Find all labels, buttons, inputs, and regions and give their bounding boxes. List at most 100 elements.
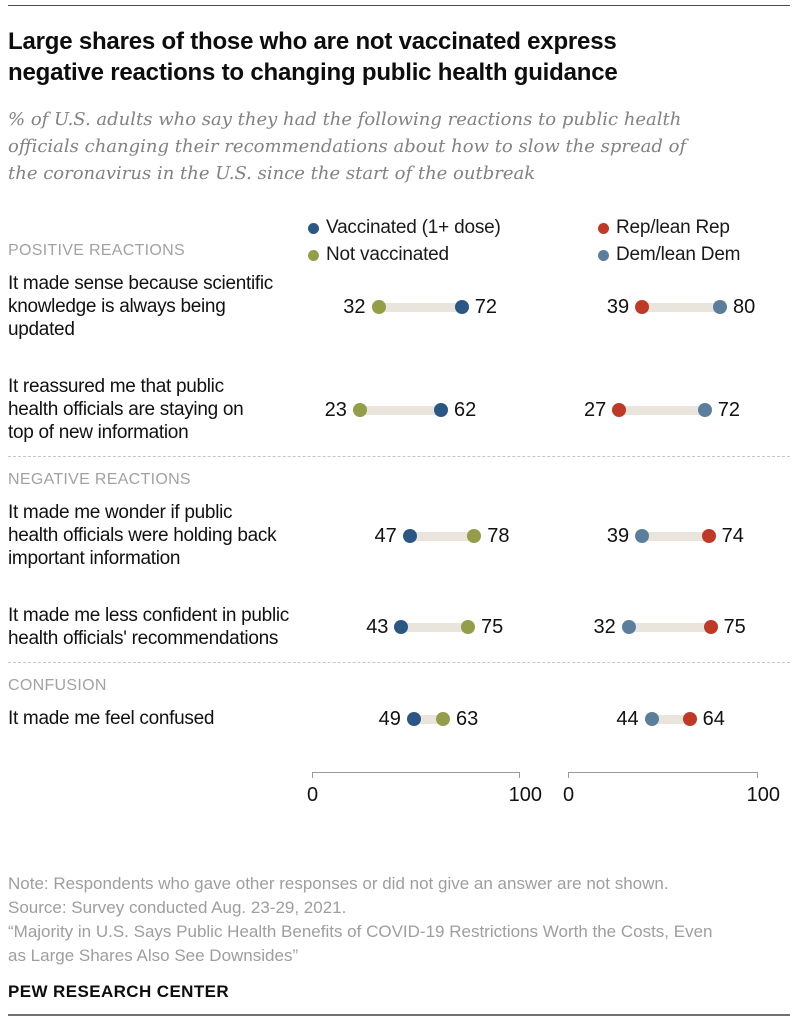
dot-vaccinated: [433, 402, 448, 417]
axis-tick-min: 0: [563, 784, 575, 806]
row-label: It made me feel confused: [8, 708, 215, 729]
not-vaccinated-dot-icon: [308, 249, 319, 261]
dumbbell-track: [642, 531, 709, 541]
axis-row: 0 100 0 100: [8, 772, 790, 812]
section-1: NEGATIVE REACTIONS It made me wonder if p…: [8, 471, 790, 650]
dumbbell: 47 78: [312, 524, 520, 547]
value-label-rep: 27: [584, 398, 607, 421]
section-header: POSITIVE REACTIONS: [8, 242, 185, 259]
dumbbell: 32 75: [568, 616, 758, 638]
dot-rep: [635, 299, 650, 314]
chart-title: Large shares of those who are not vaccin…: [8, 28, 618, 86]
dumbbell: 27 72: [568, 398, 758, 421]
vaccinated-dot-icon: [308, 222, 319, 234]
legend-group-0: Vaccinated (1+ dose) Not vaccinated: [308, 217, 598, 266]
panel-vaccination-status: 47 78: [312, 501, 520, 570]
axis-tick-min: 0: [307, 784, 319, 806]
dot-dem: [621, 620, 636, 634]
row-label: It made me less confident in public heal…: [8, 605, 289, 649]
source-line: Source: Survey conducted Aug. 23-29, 202…: [8, 898, 347, 917]
axis-party: 0 100: [563, 772, 780, 812]
legend-label: Not vaccinated: [326, 244, 449, 265]
chart-subtitle: % of U.S. adults who say they had the fo…: [8, 109, 687, 184]
value-label-vaccinated: 49: [378, 707, 401, 730]
value-label-dem: 80: [733, 295, 756, 318]
axis-bracket: [568, 772, 758, 778]
dumbbell: 49 63: [312, 707, 520, 730]
panel-party: 39 80: [568, 272, 758, 341]
dot-dem: [635, 528, 650, 543]
panel-vaccination-status: 32 72: [312, 272, 520, 341]
dot-dem: [644, 711, 659, 726]
legend-label: Rep/lean Rep: [616, 217, 730, 238]
dot-not-vaccinated: [352, 402, 367, 417]
dumbbell: 39 80: [568, 295, 758, 318]
section-header: NEGATIVE REACTIONS: [8, 471, 191, 488]
dumbbell: 44 64: [568, 707, 758, 730]
legend-label: Dem/lean Dem: [616, 244, 741, 265]
note-line: Note: Respondents who gave other respons…: [8, 874, 669, 893]
row-label: It made sense because scientific knowled…: [8, 273, 273, 340]
dot-rep: [682, 711, 697, 726]
dot-rep: [701, 528, 716, 543]
value-label-not-vaccinated: 32: [343, 295, 366, 318]
panel-party: 39 74: [568, 501, 758, 570]
axis-tick-max: 100: [746, 784, 780, 806]
dot-not-vaccinated: [436, 711, 451, 726]
dumbbell-track: [409, 531, 475, 541]
chart-row: It made sense because scientific knowled…: [8, 272, 790, 341]
value-label-vaccinated: 47: [374, 524, 397, 547]
section-2: CONFUSION It made me feel confused 49 63 44 6…: [8, 677, 790, 730]
notes: Note: Respondents who gave other respons…: [8, 872, 790, 968]
dumbbell-track: [628, 623, 711, 632]
dot-vaccinated: [406, 711, 421, 726]
dumbbell-track: [378, 302, 462, 312]
dumbbell: 32 72: [312, 295, 520, 318]
axis-spacer: [8, 772, 312, 812]
dumbbell: 39 74: [568, 524, 758, 547]
dot-not-vaccinated: [461, 620, 475, 634]
dot-not-vaccinated: [467, 528, 482, 543]
dumbbell-track: [619, 405, 705, 415]
axis-tick-max: 100: [508, 784, 542, 806]
value-label-dem: 72: [717, 398, 741, 421]
bottom-rule: [8, 1014, 790, 1016]
value-label-dem: 32: [593, 616, 616, 638]
chart-row: It made me feel confused 49 63 44 64: [8, 707, 790, 730]
dumbbell-track: [413, 714, 444, 724]
panel-vaccination-status: 49 63: [312, 707, 520, 730]
panel-vaccination-status: 23 62: [312, 375, 520, 444]
chart-row: It made me wonder if public health offic…: [8, 501, 790, 570]
section-divider: [8, 662, 790, 663]
dot-dem: [697, 402, 712, 417]
value-label-rep: 74: [721, 524, 744, 547]
row-label: It reassured me that public health offic…: [8, 376, 244, 443]
dot-vaccinated: [402, 528, 417, 543]
axis-bracket: [312, 772, 520, 778]
panel-party: 44 64: [568, 707, 758, 730]
legend-item-rep: Rep/lean Rep: [598, 217, 740, 239]
value-label-rep: 64: [702, 707, 725, 730]
value-label-rep: 75: [723, 616, 746, 638]
value-label-dem: 39: [606, 524, 630, 547]
panel-vaccination-status: 43 75: [312, 604, 520, 650]
section-divider: [8, 456, 790, 457]
value-label-vaccinated: 43: [366, 616, 389, 638]
value-label-rep: 39: [606, 295, 630, 318]
legend-item-dem: Dem/lean Dem: [598, 244, 741, 266]
brand: PEW RESEARCH CENTER: [8, 982, 230, 1001]
dot-not-vaccinated: [371, 299, 386, 314]
dumbbell-track: [401, 623, 468, 632]
dumbbell-track: [642, 302, 720, 312]
value-label-not-vaccinated: 75: [481, 616, 504, 638]
panel-party: 32 75: [568, 604, 758, 650]
value-label-dem: 44: [616, 707, 639, 730]
legend-item-not-vaccinated: Not vaccinated: [308, 244, 598, 266]
dot-rep: [703, 620, 718, 634]
dot-vaccinated: [394, 620, 409, 634]
top-rule: [8, 5, 790, 6]
axis-vaccination: 0 100: [307, 772, 542, 812]
legend: Vaccinated (1+ dose) Not vaccinated Rep/le…: [8, 217, 790, 266]
dot-vaccinated: [454, 299, 469, 314]
